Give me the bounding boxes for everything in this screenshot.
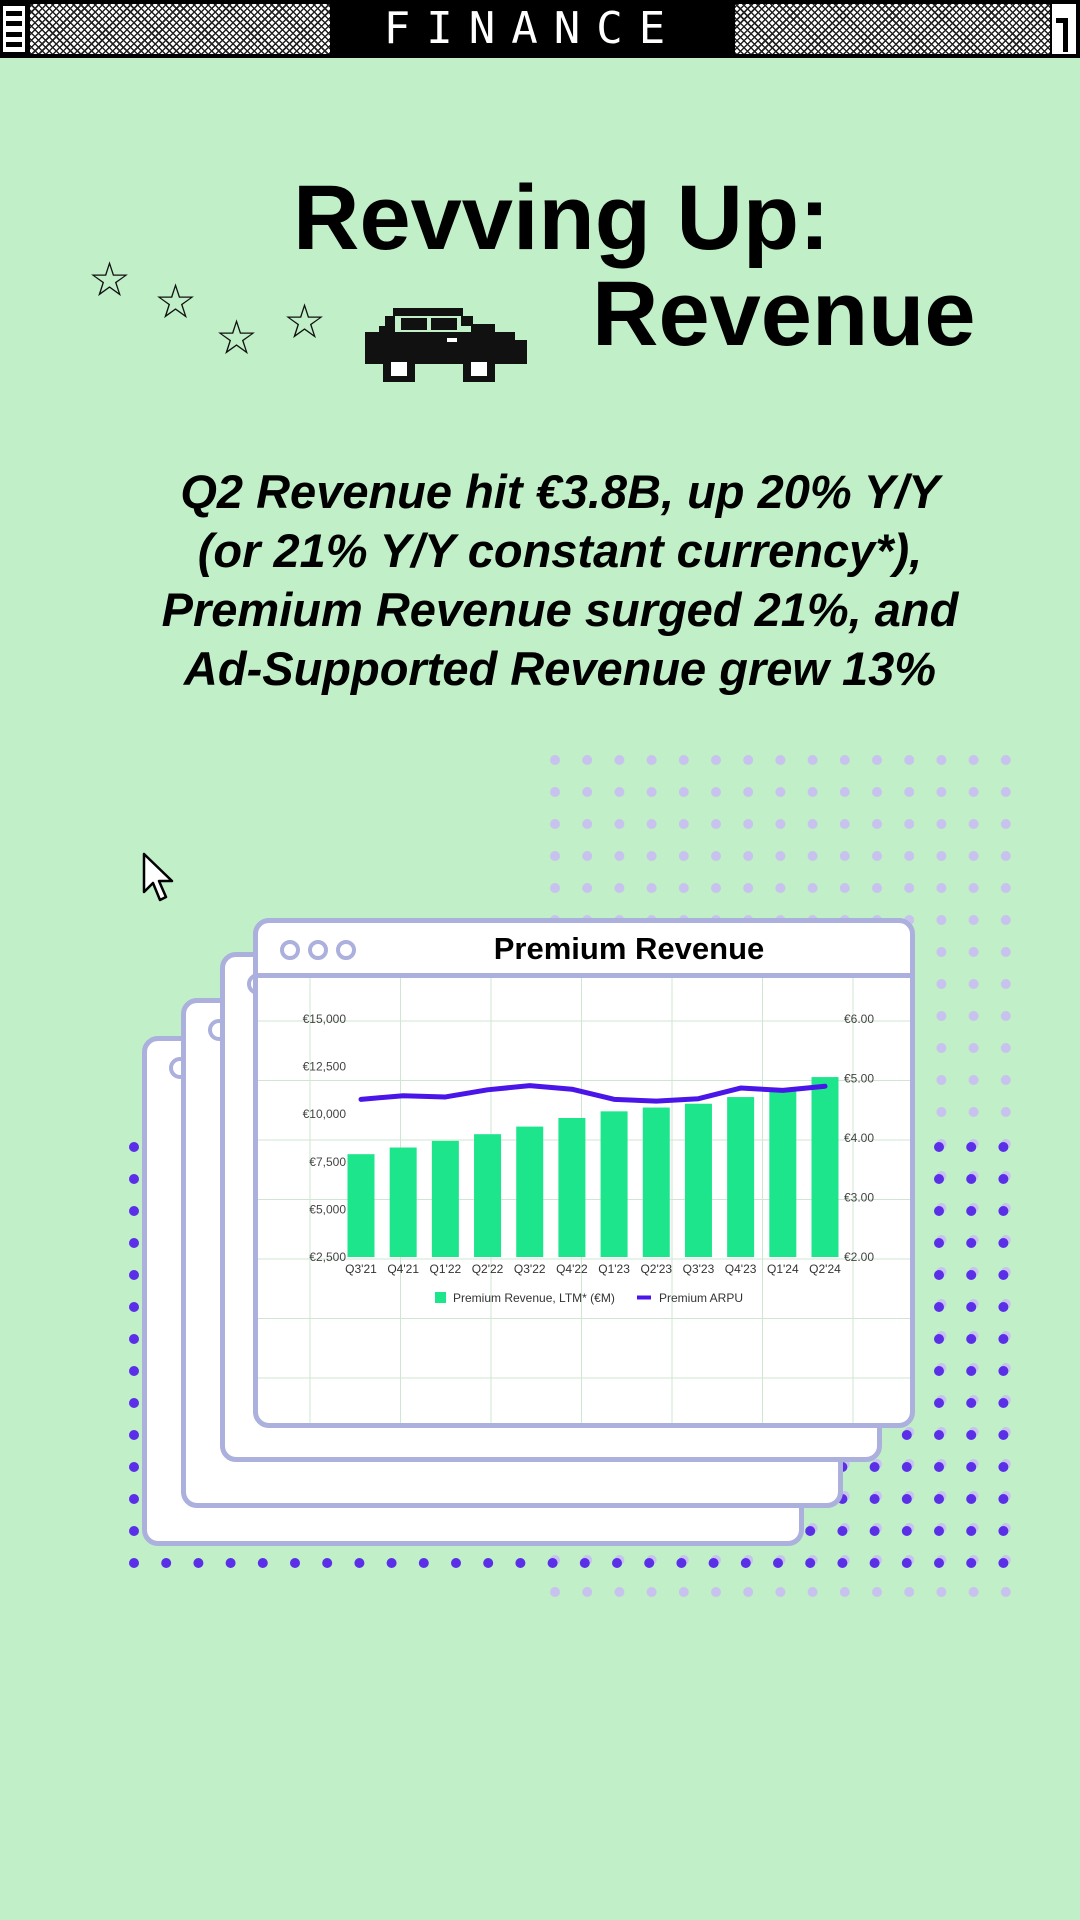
chart-legend: Premium Revenue, LTM* (€M) Premium ARPU <box>435 1291 743 1305</box>
y-axis-right-tick-label: €6.00 <box>844 1012 874 1026</box>
star-icon: ☆ <box>215 310 259 366</box>
x-axis-tick-label: Q1'24 <box>767 1262 799 1276</box>
brand-title: FINANCE <box>383 3 682 54</box>
star-icon: ☆ <box>283 294 327 350</box>
chart-bar <box>347 1154 375 1257</box>
window-dot-icon[interactable] <box>280 940 300 960</box>
y-axis-left-tick-label: €2,500 <box>309 1250 346 1264</box>
y-axis-left-tick-label: €12,500 <box>303 1060 347 1074</box>
x-axis-tick-label: Q2'23 <box>640 1262 672 1276</box>
chart-bar <box>642 1107 670 1257</box>
window-titlebar: Premium Revenue <box>258 923 910 978</box>
corner-icon[interactable] <box>1052 4 1076 54</box>
x-axis-tick-label: Q1'22 <box>430 1262 462 1276</box>
car-icon <box>365 308 527 382</box>
x-axis-tick-label: Q3'23 <box>683 1262 715 1276</box>
subtitle-line: Q2 Revenue hit €3.8B, up 20% Y/Y <box>180 465 940 518</box>
y-axis-right-tick-label: €5.00 <box>844 1072 874 1086</box>
x-axis-tick-label: Q4'22 <box>556 1262 588 1276</box>
y-axis-right-tick-label: €3.00 <box>844 1191 874 1205</box>
legend-swatch-bar <box>435 1292 446 1303</box>
chart-bar <box>727 1097 755 1257</box>
mouse-cursor-icon <box>142 852 174 902</box>
x-axis-tick-label: Q2'22 <box>472 1262 504 1276</box>
y-axis-left-tick-label: €7,500 <box>309 1155 346 1169</box>
star-icon: ☆ <box>154 274 198 330</box>
x-axis-tick-label: Q3'21 <box>345 1262 377 1276</box>
chart-bar <box>516 1126 544 1257</box>
subtitle: Q2 Revenue hit €3.8B, up 20% Y/Y (or 21%… <box>90 462 1030 698</box>
y-axis-left-tick-label: €5,000 <box>309 1202 346 1216</box>
x-axis-tick-label: Q4'23 <box>725 1262 757 1276</box>
legend-label: Premium Revenue, LTM* (€M) <box>453 1291 615 1305</box>
chart-bar <box>600 1111 628 1257</box>
x-axis-tick-label: Q1'23 <box>598 1262 630 1276</box>
hatch-pattern-left <box>30 4 330 54</box>
y-axis-right-tick-label: €4.00 <box>844 1131 874 1145</box>
x-axis-tick-label: Q2'24 <box>809 1262 841 1276</box>
y-axis-left-tick-label: €15,000 <box>303 1012 347 1026</box>
window-dot-icon[interactable] <box>308 940 328 960</box>
menu-icon[interactable] <box>3 6 25 52</box>
chart-bar <box>431 1140 459 1257</box>
y-axis-left-tick-label: €10,000 <box>303 1107 347 1121</box>
premium-revenue-chart: €2,500 €5,000 €7,500 €10,000 €12,500 €15,000 €… <box>258 978 910 1423</box>
chart-window: Premium Revenue €2,500 €5,000 €7,500 €10,00… <box>253 918 915 1428</box>
page-title-line1: Revving Up: <box>293 167 830 269</box>
top-bar: FINANCE <box>0 0 1080 58</box>
chart-bar <box>474 1134 502 1257</box>
x-axis-tick-label: Q4'21 <box>387 1262 419 1276</box>
page-title-line2: Revenue <box>592 263 976 365</box>
chart-bar <box>558 1118 586 1257</box>
chart-title: Premium Revenue <box>493 931 765 966</box>
chart-bar <box>389 1147 417 1257</box>
chart-bar <box>811 1077 839 1257</box>
chart-bar <box>769 1089 797 1257</box>
legend-label: Premium ARPU <box>659 1291 743 1305</box>
star-icon: ☆ <box>88 252 132 308</box>
hatch-pattern-right <box>735 4 1050 54</box>
x-axis-tick-label: Q3'22 <box>514 1262 546 1276</box>
subtitle-line: Ad-Supported Revenue grew 13% <box>183 642 937 695</box>
chart-bar <box>684 1103 712 1257</box>
window-dot-icon[interactable] <box>336 940 356 960</box>
subtitle-line: Premium Revenue surged 21%, and <box>161 583 959 636</box>
premium-arpu-line <box>358 1083 828 1104</box>
y-axis-right-tick-label: €2.00 <box>844 1250 874 1264</box>
subtitle-line: (or 21% Y/Y constant currency*), <box>197 524 923 577</box>
